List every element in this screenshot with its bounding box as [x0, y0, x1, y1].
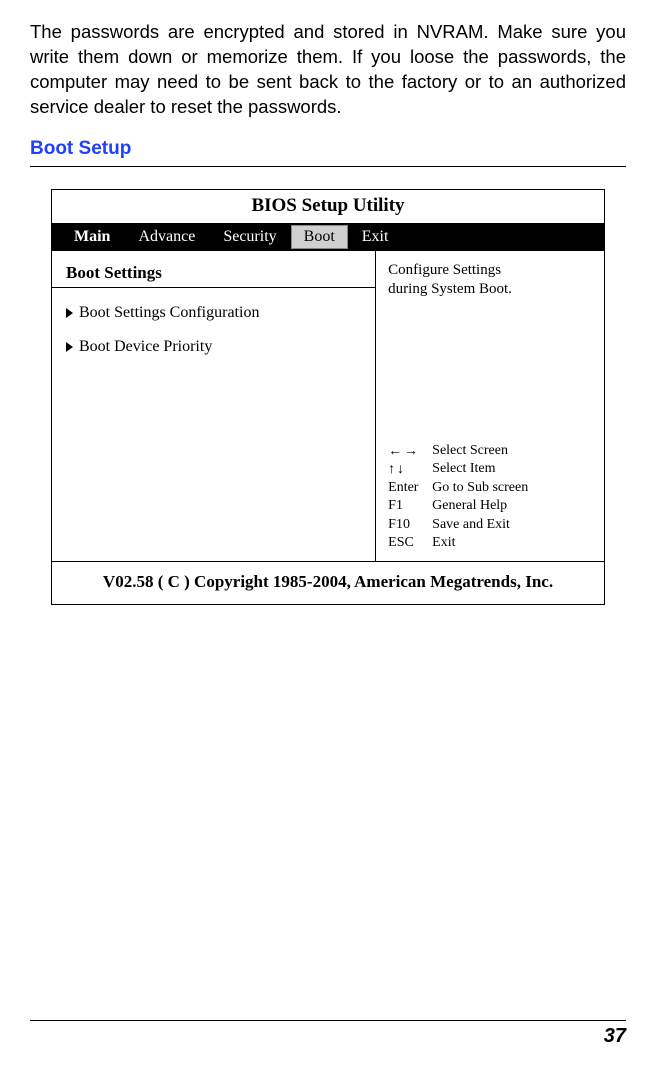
keymap-desc: Select Screen [432, 442, 596, 460]
keymap-desc: General Help [432, 497, 596, 515]
bios-right-pane: Configure Settings during System Boot. ←… [376, 251, 604, 561]
keymap-row: ↑ ↓ Select Item [388, 460, 596, 478]
bios-title: BIOS Setup Utility [52, 190, 604, 223]
key-map: ← → Select Screen ↑ ↓ Select Item Enter … [388, 442, 596, 553]
keymap-row: Enter Go to Sub screen [388, 479, 596, 497]
keymap-row: ESC Exit [388, 534, 596, 552]
help-text: Configure Settings during System Boot. [388, 261, 596, 300]
keymap-desc: Go to Sub screen [432, 479, 596, 497]
tab-main[interactable]: Main [52, 223, 124, 251]
keymap-desc: Exit [432, 534, 596, 552]
tab-exit[interactable]: Exit [348, 223, 403, 251]
boot-settings-heading: Boot Settings [66, 263, 361, 283]
page-footer: 37 [30, 1020, 626, 1048]
tab-boot[interactable]: Boot [291, 225, 348, 249]
section-heading: Boot Setup [30, 138, 626, 160]
intro-paragraph: The passwords are encrypted and stored i… [30, 20, 626, 120]
item-label: Boot Device Priority [79, 338, 212, 356]
item-label: Boot Settings Configuration [79, 304, 259, 322]
section-rule [30, 166, 626, 167]
arrow-left-right-icon: ← → [388, 442, 432, 460]
triangle-icon [66, 308, 73, 318]
bios-tab-bar: Main Advance Security Boot Exit [52, 223, 604, 251]
keymap-key: Enter [388, 479, 432, 497]
keymap-row: F10 Save and Exit [388, 516, 596, 534]
keymap-desc: Save and Exit [432, 516, 596, 534]
keymap-key: ESC [388, 534, 432, 552]
boot-settings-configuration-item[interactable]: Boot Settings Configuration [66, 304, 361, 322]
keymap-key: F10 [388, 516, 432, 534]
help-line-2: during System Boot. [388, 280, 596, 300]
keymap-desc: Select Item [432, 460, 596, 478]
keymap-key: F1 [388, 497, 432, 515]
pane-rule [52, 287, 375, 288]
page-number: 37 [30, 1025, 626, 1048]
triangle-icon [66, 342, 73, 352]
help-line-1: Configure Settings [388, 261, 596, 281]
bios-copyright: V02.58 ( C ) Copyright 1985-2004, Americ… [52, 561, 604, 604]
tab-advance[interactable]: Advance [124, 223, 209, 251]
footer-rule [30, 1020, 626, 1021]
keymap-row: F1 General Help [388, 497, 596, 515]
keymap-row: ← → Select Screen [388, 442, 596, 460]
bios-left-pane: Boot Settings Boot Settings Configuratio… [52, 251, 376, 561]
bios-body: Boot Settings Boot Settings Configuratio… [52, 251, 604, 561]
boot-device-priority-item[interactable]: Boot Device Priority [66, 338, 361, 356]
tab-security[interactable]: Security [209, 223, 290, 251]
bios-screenshot: BIOS Setup Utility Main Advance Security… [51, 189, 605, 605]
arrow-up-down-icon: ↑ ↓ [388, 460, 432, 478]
